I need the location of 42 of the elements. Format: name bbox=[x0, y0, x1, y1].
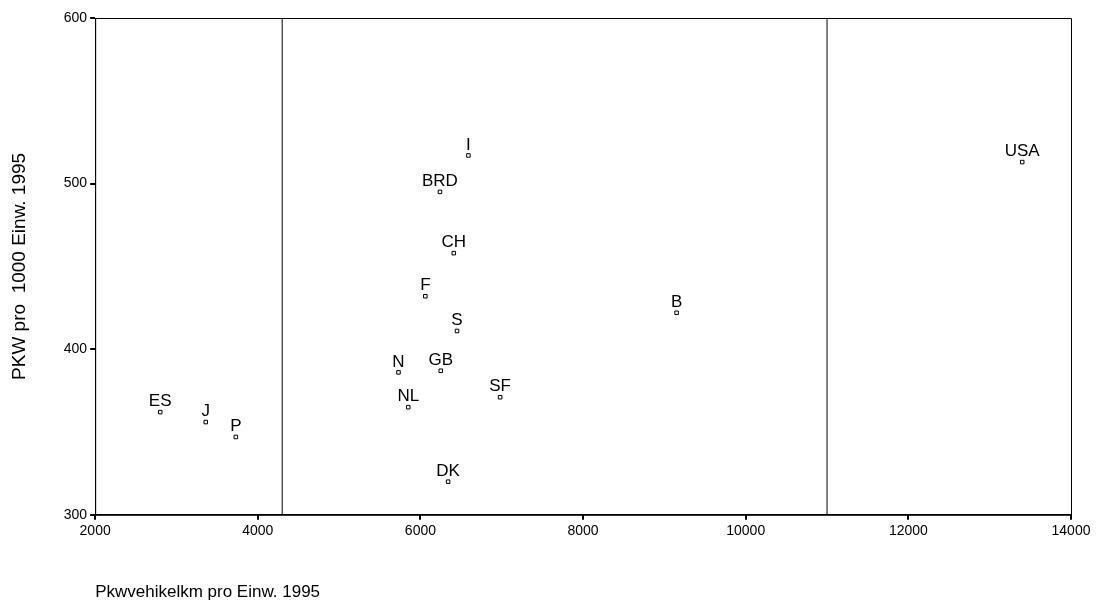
point bbox=[157, 409, 163, 415]
annotation: BRD bbox=[422, 171, 458, 191]
annotation: GB bbox=[428, 349, 454, 369]
annotation: P bbox=[230, 416, 242, 436]
point bbox=[396, 370, 401, 375]
x-tick-label: 12000 bbox=[888, 522, 929, 539]
point bbox=[1019, 159, 1025, 165]
point bbox=[438, 368, 444, 373]
annotation: USA bbox=[1004, 141, 1041, 161]
point bbox=[405, 404, 411, 410]
point bbox=[674, 310, 679, 316]
point bbox=[451, 250, 457, 256]
y-tick-label: 300 bbox=[63, 505, 88, 522]
annotation: NL bbox=[397, 386, 420, 406]
x-tick-label: 2000 bbox=[79, 522, 111, 539]
annotation: F bbox=[420, 275, 431, 295]
annotation: S bbox=[451, 310, 463, 330]
point bbox=[437, 189, 443, 195]
x-tick-label: 6000 bbox=[404, 522, 437, 539]
point bbox=[466, 153, 471, 158]
annotation: SF bbox=[489, 376, 511, 396]
annotation: ES bbox=[148, 391, 172, 411]
point bbox=[203, 419, 209, 425]
point bbox=[233, 434, 239, 440]
annotation: I bbox=[466, 134, 471, 154]
y-tick-label: 500 bbox=[63, 174, 88, 191]
x-tick-label: 14000 bbox=[1051, 522, 1091, 539]
y-tick-label: 400 bbox=[63, 340, 88, 357]
y-axis-title: PKW pro 1000 Einw. 1995 bbox=[7, 152, 29, 380]
point bbox=[445, 479, 451, 484]
x-tick-label: 4000 bbox=[242, 522, 274, 539]
x-tick-label: 8000 bbox=[567, 522, 599, 539]
annotation: N bbox=[392, 351, 405, 371]
point bbox=[423, 293, 428, 299]
y-tick-label: 600 bbox=[63, 8, 88, 25]
annotation: B bbox=[670, 291, 683, 311]
x-tick-label: 10000 bbox=[726, 522, 766, 539]
annotation: CH bbox=[441, 232, 467, 252]
annotation: J bbox=[201, 401, 210, 421]
annotation: DK bbox=[436, 460, 461, 480]
point bbox=[497, 394, 503, 400]
x-axis-title: Pkwvehikelkm pro Einw. 1995 bbox=[95, 582, 321, 602]
